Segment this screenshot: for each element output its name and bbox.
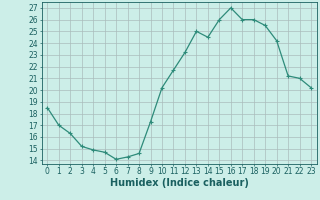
X-axis label: Humidex (Indice chaleur): Humidex (Indice chaleur) (110, 178, 249, 188)
